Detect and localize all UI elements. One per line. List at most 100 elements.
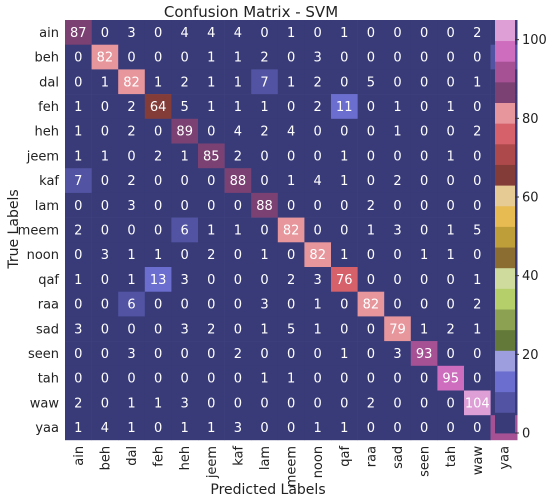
cell-value-label: 0	[340, 322, 348, 337]
heatmap-cell	[331, 242, 358, 268]
cell-value-label: 0	[473, 100, 481, 115]
cell-value-label: 0	[287, 100, 295, 115]
heatmap-cell	[357, 267, 385, 292]
cell-value-label: 3	[127, 26, 135, 41]
heatmap-cell	[277, 415, 305, 441]
cell-value-label: 2	[234, 347, 242, 362]
colorbar-segment	[495, 40, 515, 62]
cell-value-label: 1	[74, 421, 82, 436]
cell-value-label: 1	[234, 100, 242, 115]
heatmap-cell	[410, 94, 438, 120]
cell-value-label: 0	[420, 372, 428, 387]
cell-value-label: 0	[101, 396, 109, 411]
cell-value-label: 0	[101, 199, 109, 214]
heatmap-cell	[437, 415, 465, 441]
heatmap-cell	[224, 69, 252, 95]
cell-value-label: 0	[154, 372, 162, 387]
cell-value-label: 0	[473, 199, 481, 214]
y-tick-label: lam	[35, 199, 59, 214]
heatmap-cell	[91, 217, 119, 243]
heatmap-cell	[144, 365, 172, 391]
cell-value-label: 1	[473, 322, 481, 337]
heatmap-cell	[251, 242, 279, 268]
cell-value-label: 0	[393, 248, 401, 263]
heatmap-cell	[464, 291, 491, 317]
heatmap-cell	[91, 415, 119, 441]
cell-value-label: 1	[393, 125, 401, 140]
heatmap-cell	[437, 168, 465, 194]
cell-value-label: 0	[234, 322, 242, 337]
heatmap-cell	[384, 44, 412, 70]
cell-value-label: 1	[207, 51, 215, 66]
cell-value-label: 4	[101, 421, 109, 436]
heatmap-cell	[144, 242, 172, 268]
colorbar-segment	[495, 164, 515, 186]
heatmap-cell	[357, 192, 385, 218]
cell-value-label: 1	[101, 149, 109, 164]
cell-value-label: 0	[207, 199, 215, 214]
heatmap-cell	[384, 365, 412, 391]
heatmap-cell	[437, 94, 465, 120]
cell-value-label: 0	[367, 248, 375, 263]
heatmap-cell	[224, 217, 252, 243]
heatmap-cell	[251, 69, 279, 95]
heatmap-cell	[277, 316, 305, 342]
heatmap-cell	[437, 44, 465, 70]
heatmap-cell	[251, 316, 279, 342]
cell-value-label: 0	[393, 149, 401, 164]
heatmap-cell	[91, 390, 119, 416]
y-tick-label: heh	[35, 125, 59, 140]
heatmap-cell	[91, 192, 119, 218]
colorbar-segment	[495, 371, 515, 393]
cell-value-label: 0	[393, 372, 401, 387]
heatmap-cell	[144, 168, 172, 194]
cell-value-label: 1	[473, 75, 481, 90]
x-tick-label: ain	[72, 446, 87, 466]
heatmap-cell	[251, 168, 279, 194]
heatmap-cell	[464, 118, 491, 144]
heatmap-cell	[464, 415, 491, 441]
cell-value-label: 0	[181, 51, 189, 66]
heatmap-cell	[464, 94, 491, 120]
heatmap-cell	[357, 217, 385, 243]
heatmap-cell	[198, 192, 225, 218]
cell-value-label: 0	[420, 26, 428, 41]
cell-value-label: 0	[314, 149, 322, 164]
cell-value-label: 3	[101, 248, 109, 263]
cell-value-label: 1	[447, 149, 455, 164]
cell-value-label: 1	[314, 322, 322, 337]
heatmap-cell	[357, 365, 385, 391]
heatmap-cell	[464, 192, 491, 218]
cell-value-label: 2	[473, 298, 481, 313]
y-tick-label: beh	[35, 51, 60, 66]
cell-value-label: 2	[127, 125, 135, 140]
y-tick-label: noon	[27, 248, 59, 263]
cell-value-label: 0	[393, 273, 401, 288]
heatmap-cell	[357, 291, 385, 317]
heatmap-cell	[384, 291, 412, 317]
cell-value-label: 1	[260, 372, 268, 387]
heatmap-cell	[251, 20, 279, 45]
colorbar: 0 20 40 60 80 100	[495, 20, 547, 442]
heatmap-cell	[224, 20, 252, 45]
heatmap-cell	[65, 217, 92, 243]
heatmap-cell	[91, 341, 119, 367]
heatmap-cell	[198, 341, 225, 367]
heatmap-cell	[357, 415, 385, 441]
cell-value-label: 0	[101, 372, 109, 387]
cell-value-label: 0	[367, 322, 375, 337]
heatmap-cell	[251, 118, 279, 144]
heatmap-cell	[277, 365, 305, 391]
y-tick-label: feh	[38, 100, 59, 115]
heatmap-cell	[304, 94, 332, 120]
cell-value-label: 0	[260, 396, 268, 411]
heatmap-cell	[277, 390, 305, 416]
cell-value-label: 0	[340, 199, 348, 214]
y-tick-labels: ain beh dal feh heh jeem kaf lam meem noon qaf raa s…	[18, 26, 60, 436]
cell-value-label: 1	[314, 421, 322, 436]
cell-value-label: 0	[181, 174, 189, 189]
y-tick-label: yaa	[35, 421, 59, 436]
heatmap-cell	[65, 267, 92, 292]
heatmap-cell	[331, 168, 358, 194]
cell-value-label: 0	[154, 125, 162, 140]
